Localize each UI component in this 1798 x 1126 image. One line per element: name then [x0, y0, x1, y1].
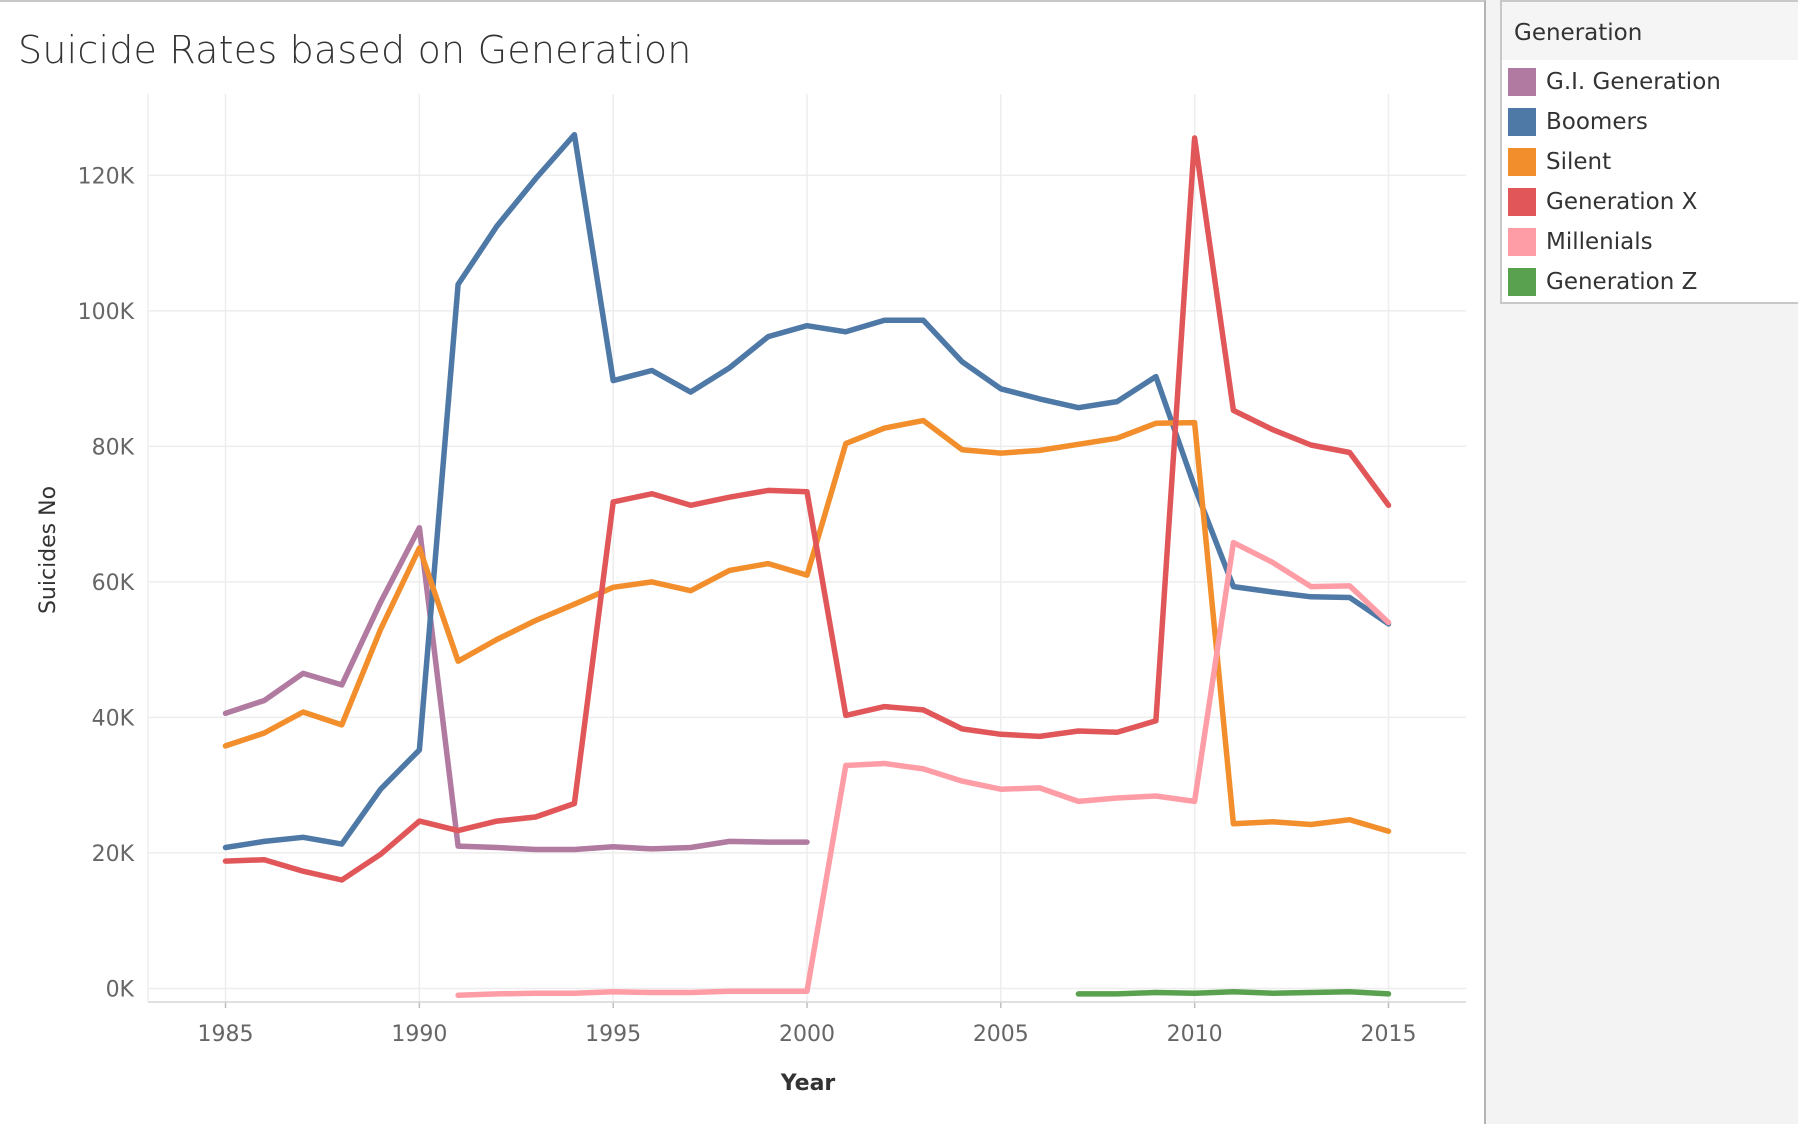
legend-swatch: [1508, 268, 1536, 296]
legend-item[interactable]: Millenials: [1502, 222, 1798, 262]
x-tick-label: 2005: [973, 1022, 1029, 1047]
y-tick-label: 0K: [106, 977, 135, 1002]
gridlines: [148, 94, 1466, 1002]
legend-item[interactable]: Generation Z: [1502, 262, 1798, 302]
legend-label: Generation Z: [1546, 269, 1698, 295]
legend-swatch: [1508, 148, 1536, 176]
legend-label: Boomers: [1546, 109, 1648, 135]
legend-item[interactable]: Boomers: [1502, 102, 1798, 142]
series-line-generation-z[interactable]: [1075, 989, 1392, 997]
y-tick-label: 20K: [92, 842, 135, 867]
y-tick-label: 80K: [92, 435, 135, 460]
axes: 0K 20K 40K 60K 80K 100K 120K 1985 1990 1995 2000 20…: [78, 94, 1466, 1047]
legend-swatch: [1508, 188, 1536, 216]
legend-items: G.I. Generation Boomers Silent Generation X…: [1502, 62, 1798, 302]
x-axis-title: Year: [780, 1071, 836, 1096]
legend[interactable]: Generation G.I. Generation Boomers Silent G…: [1500, 0, 1798, 304]
legend-label: Silent: [1546, 149, 1612, 175]
y-tick-label: 60K: [92, 571, 135, 596]
legend-title: Generation: [1502, 2, 1798, 60]
legend-label: Millenials: [1546, 229, 1653, 255]
x-tick-label: 1985: [198, 1022, 254, 1047]
legend-label: Generation X: [1546, 189, 1698, 215]
y-tick-label: 40K: [92, 706, 135, 731]
x-tick-label: 2000: [779, 1022, 835, 1047]
legend-swatch: [1508, 68, 1536, 96]
side-pane: Generation G.I. Generation Boomers Silent G…: [1486, 0, 1798, 1124]
y-axis-title: Suicides No: [36, 486, 61, 614]
legend-swatch: [1508, 228, 1536, 256]
series-line-millenials[interactable]: [455, 539, 1392, 998]
chart-pane: Suicide Rates based on Generation 0K 20K 4…: [0, 0, 1486, 1124]
legend-item[interactable]: G.I. Generation: [1502, 62, 1798, 102]
legend-item[interactable]: Silent: [1502, 142, 1798, 182]
x-tick-label: 1990: [391, 1022, 447, 1047]
series-lines: [222, 131, 1392, 998]
series-line-generation-x[interactable]: [222, 135, 1392, 883]
legend-swatch: [1508, 108, 1536, 136]
legend-item[interactable]: Generation X: [1502, 182, 1798, 222]
x-tick-label: 2010: [1167, 1022, 1223, 1047]
x-tick-label: 2015: [1360, 1022, 1416, 1047]
x-tick-label: 1995: [585, 1022, 641, 1047]
line-chart: 0K 20K 40K 60K 80K 100K 120K 1985 1990 1995 2000 20…: [36, 94, 1466, 1096]
series-line-boomers[interactable]: [222, 131, 1392, 851]
chart-title: Suicide Rates based on Generation: [18, 28, 692, 72]
series-line-g-i-generation[interactable]: [222, 524, 810, 853]
y-tick-label: 100K: [78, 300, 135, 325]
y-tick-label: 120K: [78, 164, 135, 189]
legend-label: G.I. Generation: [1546, 69, 1721, 95]
series-line-silent[interactable]: [222, 417, 1392, 834]
